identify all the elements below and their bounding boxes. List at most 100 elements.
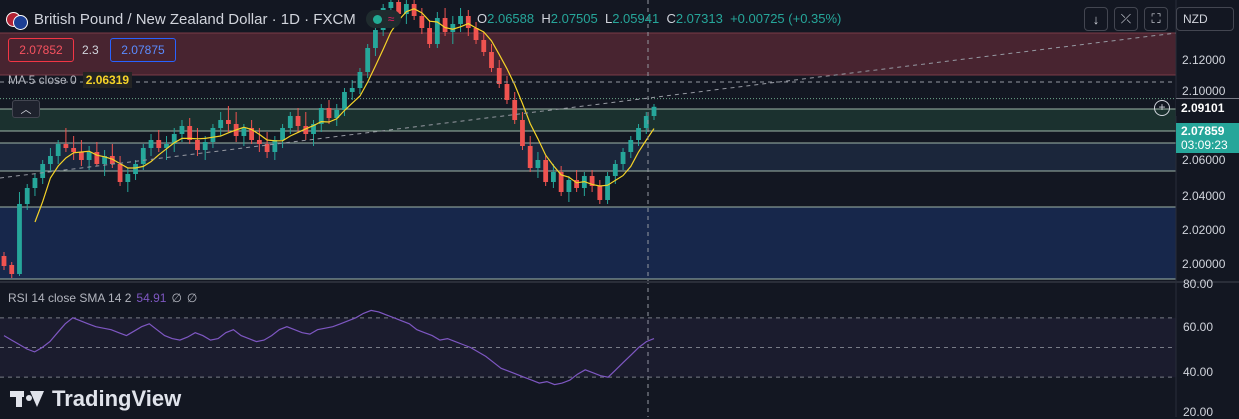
- open-label: O: [477, 11, 488, 26]
- fullscreen-icon[interactable]: ⛶: [1144, 7, 1168, 31]
- price-tick: 2.10000: [1182, 84, 1226, 98]
- last-price-tag: 2.07859 03:09:23: [1176, 123, 1239, 153]
- candle-body: [249, 128, 255, 140]
- candle-body: [535, 160, 541, 168]
- rsi-line: [3, 309, 655, 386]
- candle-body: [496, 68, 502, 84]
- candle-body: [148, 140, 154, 148]
- candle-body: [334, 110, 340, 118]
- candle-body: [48, 156, 53, 164]
- low-value: 2.05941: [612, 11, 660, 26]
- trend-line[interactable]: [0, 32, 1177, 179]
- close-value: 2.07313: [675, 11, 723, 26]
- candle-body: [636, 128, 641, 140]
- spread-value: 2.3: [82, 43, 99, 57]
- candle-body: [450, 24, 456, 32]
- candle-body: [574, 180, 580, 188]
- last-price-value: 2.07859: [1181, 124, 1225, 138]
- low-label: L: [604, 11, 613, 26]
- candle-body: [489, 52, 494, 68]
- tradingview-logo[interactable]: TradingView: [10, 386, 181, 412]
- candle-body: [643, 116, 649, 128]
- rsi-legend-value: 54.91: [136, 291, 167, 305]
- candle-body: [40, 164, 46, 178]
- candle-body: [78, 152, 84, 160]
- market-status[interactable]: ≈: [365, 10, 402, 28]
- candle-body: [349, 88, 355, 92]
- rsi-tick: 60.00: [1183, 320, 1214, 334]
- candle-body: [156, 140, 162, 148]
- price-tick: 2.00000: [1182, 257, 1226, 271]
- candle-body: [1, 256, 7, 266]
- candle-body: [171, 134, 177, 144]
- candle-body: [164, 144, 169, 148]
- candle-body: [373, 30, 378, 48]
- symbol-title[interactable]: British Pound / New Zealand Dollar · 1D …: [34, 10, 356, 28]
- zone-support-mid: [0, 143, 1176, 171]
- candle-body: [32, 178, 38, 188]
- candle-body: [481, 40, 487, 52]
- candle-body: [473, 28, 479, 40]
- candle-body: [512, 100, 518, 120]
- candle-body: [527, 146, 533, 168]
- candle-body: [218, 120, 224, 128]
- candle-body: [396, 2, 402, 14]
- currency-selector[interactable]: NZD: [1176, 7, 1234, 31]
- wave-icon: ≈: [387, 12, 395, 26]
- candle-body: [419, 16, 425, 28]
- candle-body: [558, 172, 564, 192]
- rsi-tick: 20.00: [1183, 405, 1214, 419]
- symbol-header[interactable]: British Pound / New Zealand Dollar · 1D …: [6, 8, 402, 30]
- zone-support-low: [0, 207, 1176, 279]
- candle-body: [256, 140, 262, 144]
- currency-flags-icon: [6, 10, 28, 30]
- candle-body: [427, 28, 432, 44]
- chevron-up-icon: ︿: [20, 104, 32, 116]
- collapse-legend-button[interactable]: ︿: [12, 100, 40, 118]
- candle-body: [226, 120, 231, 124]
- collapse-arrows-icon[interactable]: ⤫: [1114, 7, 1138, 31]
- candle-body: [117, 164, 123, 182]
- candle-body: [589, 176, 595, 186]
- candle-body: [620, 152, 626, 164]
- bar-countdown: 03:09:23: [1181, 138, 1228, 152]
- candle-body: [71, 148, 77, 152]
- arrow-down-icon[interactable]: ↓: [1084, 7, 1108, 31]
- close-label: C: [666, 11, 676, 26]
- ohlc-readout: O2.06588 H2.07505 L2.05941 C2.07313 +0.0…: [477, 11, 841, 26]
- sell-button[interactable]: 2.07852: [8, 38, 74, 62]
- candle-body: [55, 144, 61, 156]
- candle-body: [628, 140, 634, 152]
- candle-body: [311, 124, 316, 134]
- candle-body: [202, 142, 208, 150]
- candle-body: [504, 84, 510, 100]
- ma-legend[interactable]: MA 5 close 0 2.06319: [8, 72, 133, 88]
- candle-body: [411, 4, 417, 16]
- zone-support-near: [0, 109, 1176, 131]
- candle-body: [465, 16, 471, 28]
- candle-body: [109, 156, 115, 164]
- change-value: +0.00725 (+0.35%): [730, 11, 842, 26]
- candle-body: [342, 92, 347, 110]
- candle-body: [597, 186, 603, 200]
- candle-body: [295, 116, 301, 126]
- crosshair-price-tag: 2.09101: [1176, 98, 1239, 116]
- rsi-tick: 80.00: [1183, 277, 1214, 291]
- candle-body: [318, 108, 324, 124]
- add-alert-icon[interactable]: +: [1154, 100, 1170, 116]
- buy-button[interactable]: 2.07875: [110, 38, 176, 62]
- candle-body: [241, 128, 247, 136]
- candle-body: [551, 172, 556, 182]
- candle-body: [195, 140, 200, 150]
- open-value: 2.06588: [487, 11, 535, 26]
- candle-body: [287, 116, 293, 128]
- high-value: 2.07505: [550, 11, 598, 26]
- price-tick: 2.06000: [1182, 153, 1226, 167]
- rsi-legend-extra-1: ∅: [171, 291, 182, 305]
- rsi-legend[interactable]: RSI 14 close SMA 14 2 54.91 ∅ ∅: [8, 291, 197, 305]
- rsi-levels: [0, 317, 1176, 378]
- candle-body: [520, 120, 525, 146]
- candle-body: [125, 174, 131, 182]
- price-tick: 2.04000: [1182, 189, 1226, 203]
